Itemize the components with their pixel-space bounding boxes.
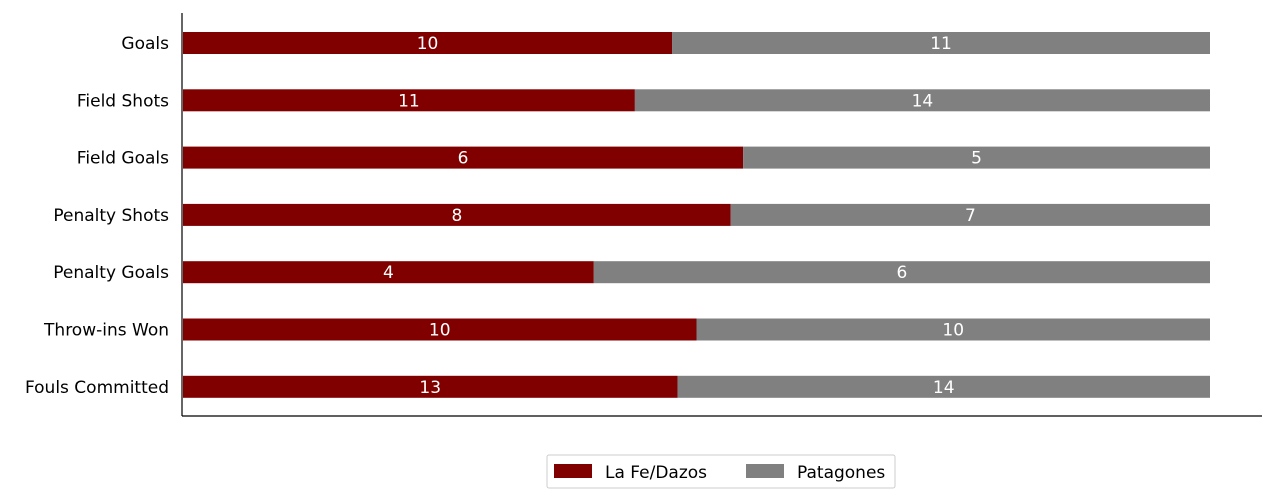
legend: La Fe/Dazos Patagones — [546, 454, 896, 489]
category-label-goals: Goals — [121, 34, 169, 54]
labels-layer: Goals 10 11 Field Shots 11 14 Field Goals 6 5 Pen… — [25, 34, 982, 398]
bar-la-fe-dazos-field-goals — [183, 146, 744, 169]
category-label-penalty-shots: Penalty Shots — [53, 206, 169, 226]
bar-patagones-goals — [672, 32, 1210, 54]
bars-layer — [183, 32, 1210, 398]
value-label-patagones-throw-ins-won: 10 — [942, 321, 964, 341]
category-label-penalty-goals: Penalty Goals — [53, 263, 169, 283]
category-label-field-goals: Field Goals — [77, 149, 169, 169]
value-label-patagones-penalty-goals: 6 — [896, 263, 907, 283]
value-label-patagones-fouls-committed: 14 — [933, 378, 955, 398]
bar-patagones-field-shots — [634, 89, 1210, 112]
bar-la-fe-dazos-penalty-shots — [183, 203, 731, 226]
bar-patagones-field-goals — [743, 146, 1210, 169]
legend-label-la-fe-dazos: La Fe/Dazos — [605, 463, 707, 483]
category-label-fouls-committed: Fouls Committed — [25, 378, 169, 398]
value-label-la-fe-dazos-field-shots: 11 — [398, 91, 420, 111]
category-label-throw-ins-won: Throw-ins Won — [43, 321, 169, 341]
legend-swatch-la-fe-dazos — [554, 464, 592, 478]
bar-la-fe-dazos-penalty-goals — [183, 261, 594, 284]
bar-la-fe-dazos-fouls-committed — [183, 375, 678, 398]
bar-patagones-throw-ins-won — [696, 318, 1210, 341]
value-label-la-fe-dazos-field-goals: 6 — [458, 149, 469, 169]
value-label-patagones-field-goals: 5 — [971, 149, 982, 169]
value-label-patagones-field-shots: 14 — [912, 91, 934, 111]
bar-la-fe-dazos-throw-ins-won — [183, 318, 697, 341]
legend-frame — [546, 454, 896, 489]
bar-patagones-penalty-goals — [593, 261, 1210, 284]
value-label-patagones-penalty-shots: 7 — [965, 206, 976, 226]
value-label-la-fe-dazos-goals: 10 — [417, 34, 439, 54]
value-label-la-fe-dazos-penalty-shots: 8 — [451, 206, 462, 226]
value-label-patagones-goals: 11 — [930, 34, 952, 54]
category-label-field-shots: Field Shots — [77, 91, 169, 111]
bar-patagones-fouls-committed — [677, 375, 1210, 398]
bar-patagones-penalty-shots — [730, 203, 1210, 226]
value-label-la-fe-dazos-fouls-committed: 13 — [419, 378, 441, 398]
legend-swatch-patagones — [746, 464, 784, 478]
value-label-la-fe-dazos-penalty-goals: 4 — [383, 263, 394, 283]
value-label-la-fe-dazos-throw-ins-won: 10 — [429, 321, 451, 341]
bar-la-fe-dazos-goals — [183, 32, 673, 54]
legend-label-patagones: Patagones — [797, 463, 885, 483]
axes-layer — [181, 13, 1262, 417]
bar-la-fe-dazos-field-shots — [183, 89, 635, 112]
